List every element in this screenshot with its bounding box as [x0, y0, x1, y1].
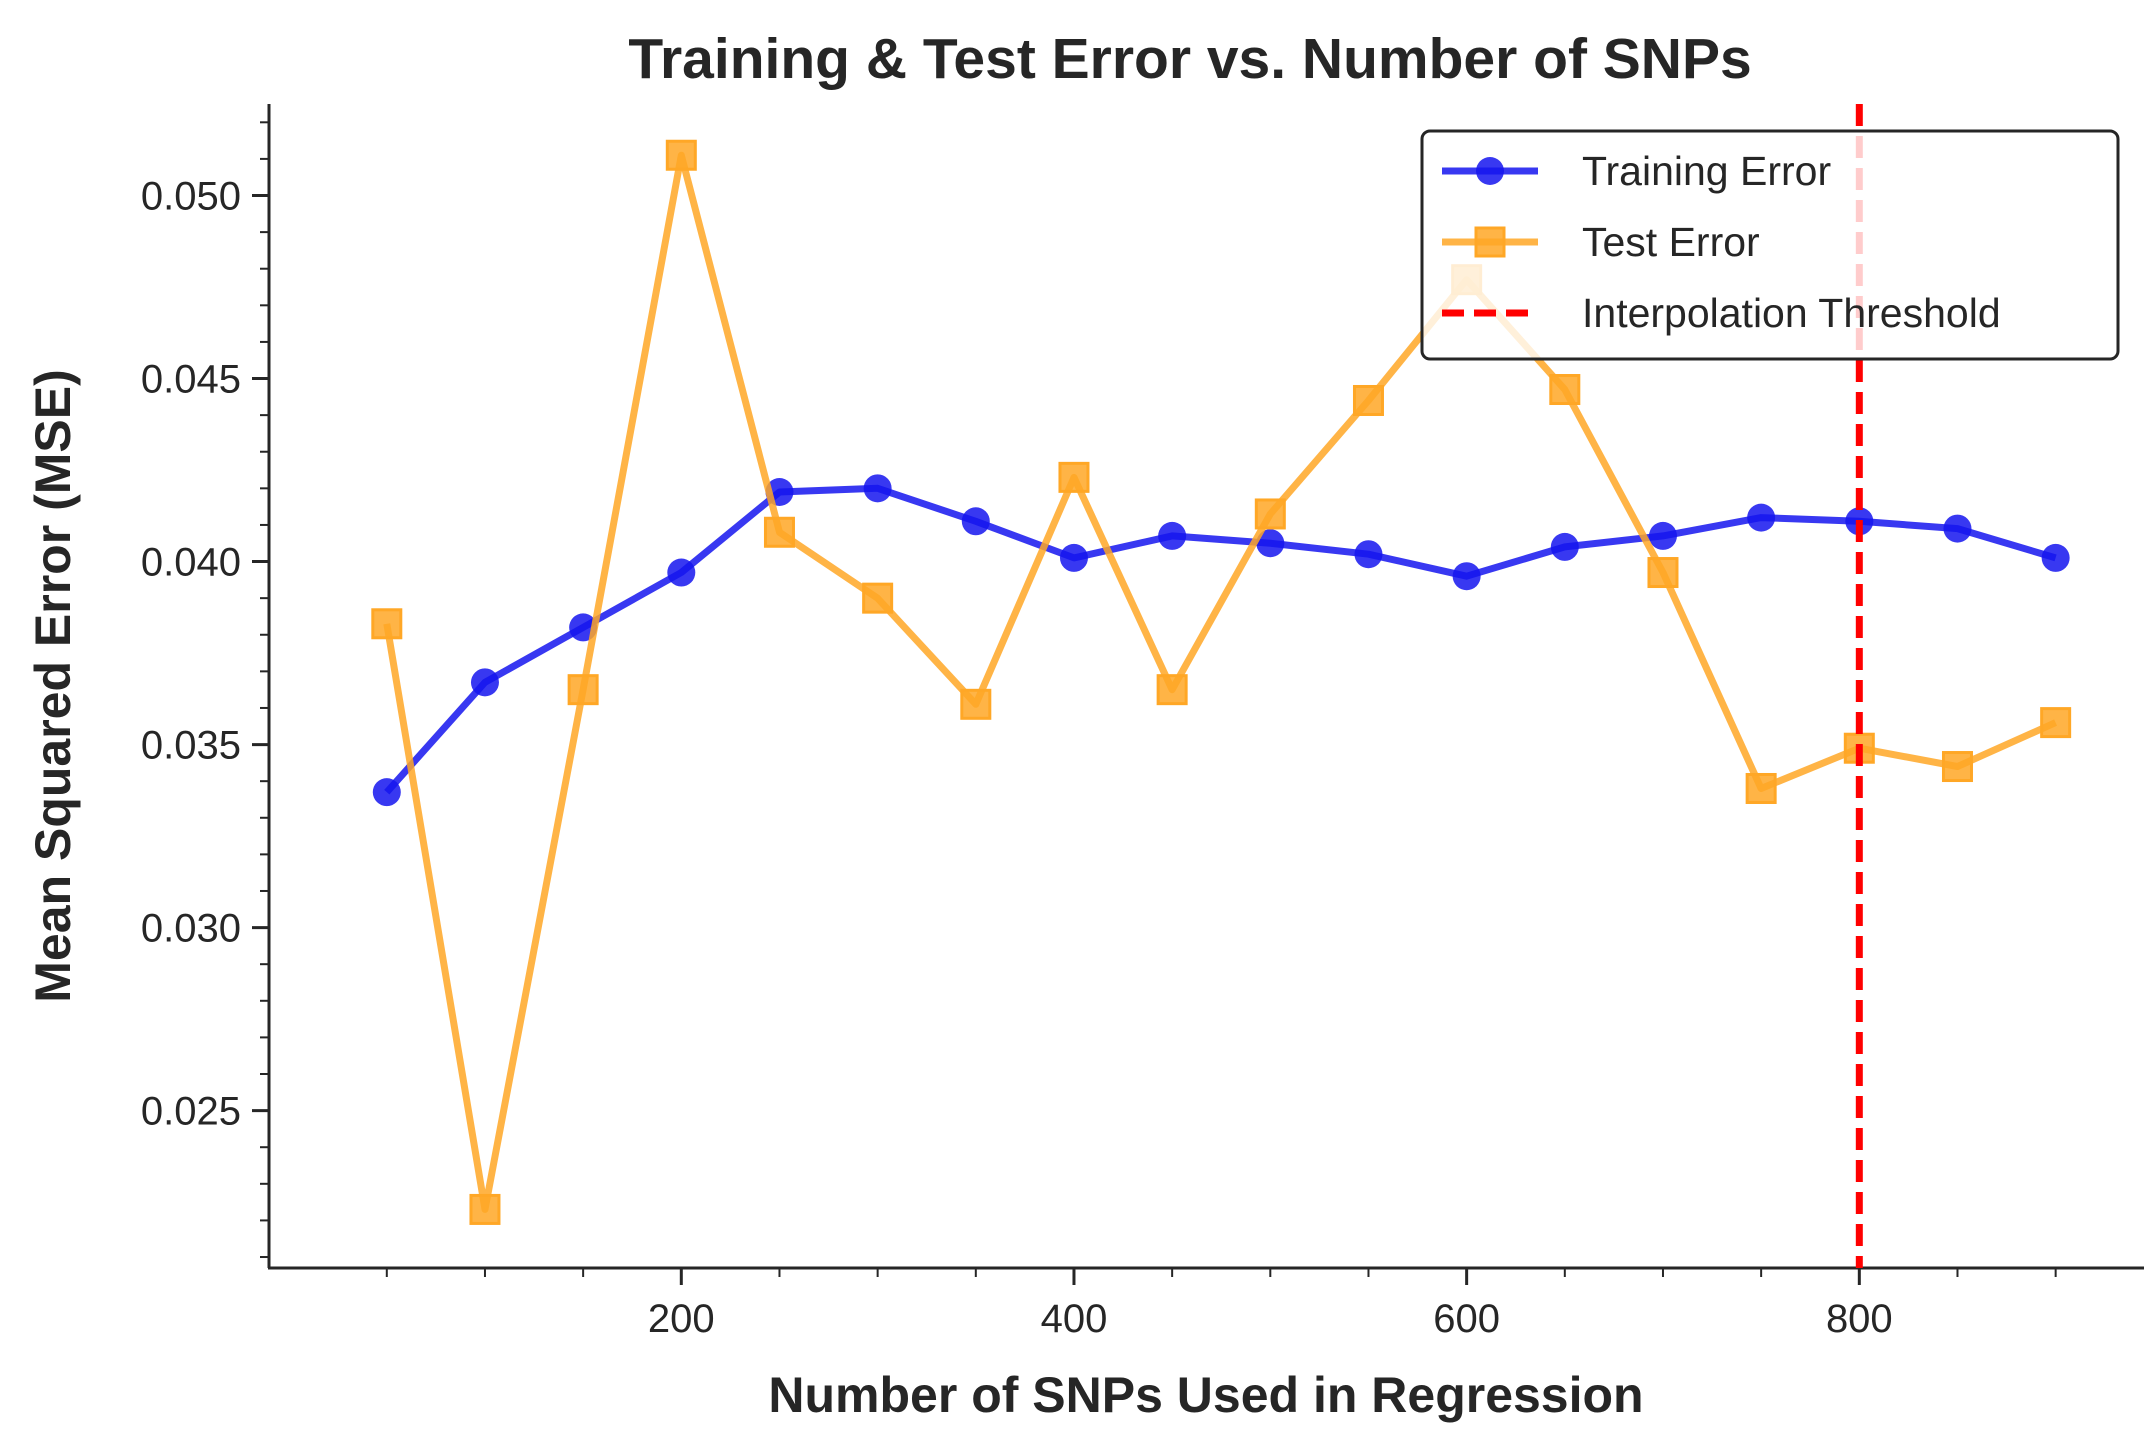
- data-point: [1254, 498, 1286, 530]
- data-point: [667, 558, 696, 587]
- data-point: [1158, 521, 1187, 550]
- data-point: [567, 674, 599, 706]
- legend-entry-training: Training Error: [1442, 148, 1831, 194]
- data-point: [2041, 543, 2070, 572]
- series-layer: [371, 139, 2072, 1225]
- data-point: [1747, 503, 1776, 532]
- y-axis-ticks: 0.025 0.030 0.035 0.040 0.045 0.050: [141, 121, 269, 1259]
- data-point: [470, 668, 499, 697]
- data-point: [1352, 384, 1384, 416]
- data-point: [1354, 540, 1383, 569]
- x-axis-ticks: 200 400 600 800: [385, 1268, 2057, 1341]
- legend-frame: [1420, 129, 2120, 361]
- data-point: [1452, 562, 1481, 591]
- legend-label-test: Test Error: [1582, 219, 1760, 265]
- y-tick-label: 0.040: [141, 541, 241, 585]
- data-point: [1745, 772, 1777, 804]
- data-point: [1058, 461, 1090, 493]
- x-tick-label: 200: [648, 1297, 715, 1341]
- data-point: [1941, 751, 1973, 783]
- data-point: [371, 608, 403, 640]
- data-point: [372, 778, 401, 807]
- legend-marker-test: [1474, 226, 1506, 258]
- y-tick-label: 0.030: [141, 907, 241, 951]
- y-tick-label: 0.050: [141, 175, 241, 219]
- data-point: [1256, 529, 1285, 558]
- legend-label-threshold: Interpolation Threshold: [1582, 290, 2001, 336]
- y-tick-label: 0.025: [141, 1090, 241, 1134]
- y-axis-label: Mean Squared Error (MSE): [25, 369, 81, 1002]
- data-point: [1549, 374, 1581, 406]
- data-point: [665, 139, 697, 171]
- y-tick-label: 0.035: [141, 724, 241, 768]
- legend-marker-training: [1476, 157, 1504, 185]
- data-point: [960, 688, 992, 720]
- data-point: [469, 1193, 501, 1225]
- data-point: [862, 582, 894, 614]
- data-point: [1647, 557, 1679, 589]
- series-line: [384, 484, 2057, 795]
- data-point: [1156, 674, 1188, 706]
- legend-entry-test: Test Error: [1442, 219, 1760, 265]
- data-point: [1648, 521, 1677, 550]
- x-tick-label: 400: [1041, 1297, 1108, 1341]
- data-point: [1943, 514, 1972, 543]
- data-point: [1550, 532, 1579, 561]
- data-point: [2040, 707, 2072, 739]
- data-point: [1059, 543, 1088, 572]
- chart-title: Training & Test Error vs. Number of SNPs: [628, 27, 1751, 91]
- legend: Training Error Test Error Interpolation …: [1420, 129, 2120, 361]
- series-training: [372, 474, 2070, 807]
- x-tick-label: 800: [1826, 1297, 1893, 1341]
- data-point: [863, 474, 892, 503]
- x-axis-label: Number of SNPs Used in Regression: [768, 1367, 1643, 1423]
- data-point: [961, 507, 990, 536]
- legend-entry-threshold: Interpolation Threshold: [1442, 290, 2001, 336]
- x-tick-label: 600: [1433, 1297, 1500, 1341]
- legend-label-training: Training Error: [1582, 148, 1831, 194]
- series-line: [383, 151, 2058, 1213]
- y-tick-label: 0.045: [141, 358, 241, 402]
- data-point: [763, 516, 795, 548]
